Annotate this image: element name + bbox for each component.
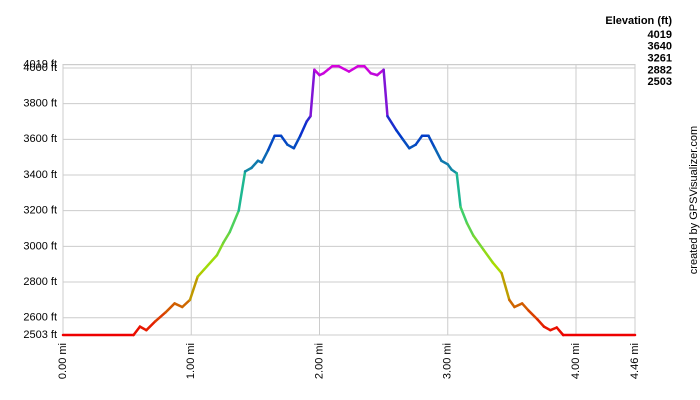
profile-segment xyxy=(145,320,157,332)
profile-segment xyxy=(414,134,424,146)
profile-segment xyxy=(455,171,462,209)
y-tick-label: 2503 ft xyxy=(23,329,57,341)
profile-segment xyxy=(433,147,443,162)
profile-segment xyxy=(527,309,539,321)
y-tick-label: 3400 ft xyxy=(23,169,57,181)
legend-entry: 2882 xyxy=(648,64,672,76)
y-tick-label: 3600 ft xyxy=(23,133,57,145)
profile-segment xyxy=(132,325,142,337)
profile-segment xyxy=(465,221,475,237)
y-tick-label: 2600 ft xyxy=(23,312,57,324)
profile-segment xyxy=(188,275,199,302)
x-tick-label: 0.00 mi xyxy=(57,343,69,379)
profile-segment xyxy=(164,302,176,314)
profile-segment xyxy=(401,138,411,150)
profile-segment xyxy=(508,298,516,309)
credit: created by GPSVisualizer.com xyxy=(688,126,700,274)
profile-segment xyxy=(491,261,503,275)
plot-frame xyxy=(62,64,636,336)
profile-segment xyxy=(459,205,469,225)
profile-segment xyxy=(382,68,389,118)
profile-segment xyxy=(482,248,494,264)
profile-segment xyxy=(363,64,373,75)
x-tick-label: 3.00 mi xyxy=(442,343,454,379)
profile-segment xyxy=(222,230,231,245)
y-tick-label: 4000 ft xyxy=(23,62,57,74)
profile-segment xyxy=(279,134,289,146)
profile-segment xyxy=(337,64,351,73)
profile-segment xyxy=(386,114,398,132)
profile-segment xyxy=(472,234,485,252)
profile-segment xyxy=(513,302,524,309)
profile-segment xyxy=(347,64,360,73)
x-tick-label: 2.00 mi xyxy=(313,343,325,379)
legend-title: Elevation (ft) xyxy=(605,15,672,27)
x-tick-label: 1.00 mi xyxy=(185,343,197,379)
y-tick-label: 3800 ft xyxy=(23,98,57,110)
legend-entry: 2503 xyxy=(648,76,672,88)
profile-segment xyxy=(196,268,206,278)
profile-segment xyxy=(292,134,302,150)
profile-segment xyxy=(215,241,225,257)
profile-segment xyxy=(181,298,192,309)
legend-entry: 4019 xyxy=(648,29,672,41)
profile-segment xyxy=(250,159,260,170)
y-tick-label: 4019 ft xyxy=(23,59,57,71)
profile-segment xyxy=(309,68,316,118)
profile-segment xyxy=(173,302,184,309)
legend-entry: 3640 xyxy=(648,41,672,53)
profile-segment xyxy=(299,120,308,138)
profile-segment xyxy=(154,311,167,323)
y-tick-label: 3200 ft xyxy=(23,205,57,217)
y-tick-label: 2800 ft xyxy=(23,276,57,288)
profile-segment xyxy=(520,302,530,312)
profile-segment xyxy=(322,64,334,75)
profile-segment xyxy=(260,148,270,164)
profile-segment xyxy=(395,129,405,141)
profile-segment xyxy=(500,271,511,302)
profile-segment xyxy=(555,326,565,337)
profile-segment xyxy=(266,134,276,152)
x-tick-label: 4.46 mi xyxy=(629,343,641,379)
legend-entry: 3261 xyxy=(648,53,672,65)
profile-segment xyxy=(202,254,219,271)
y-tick-label: 3000 ft xyxy=(23,240,57,252)
profile-segment xyxy=(536,318,546,328)
x-tick-label: 4.00 mi xyxy=(570,343,582,379)
profile-segment xyxy=(427,134,437,150)
profile-segment xyxy=(237,170,247,212)
profile-segment xyxy=(228,209,240,234)
